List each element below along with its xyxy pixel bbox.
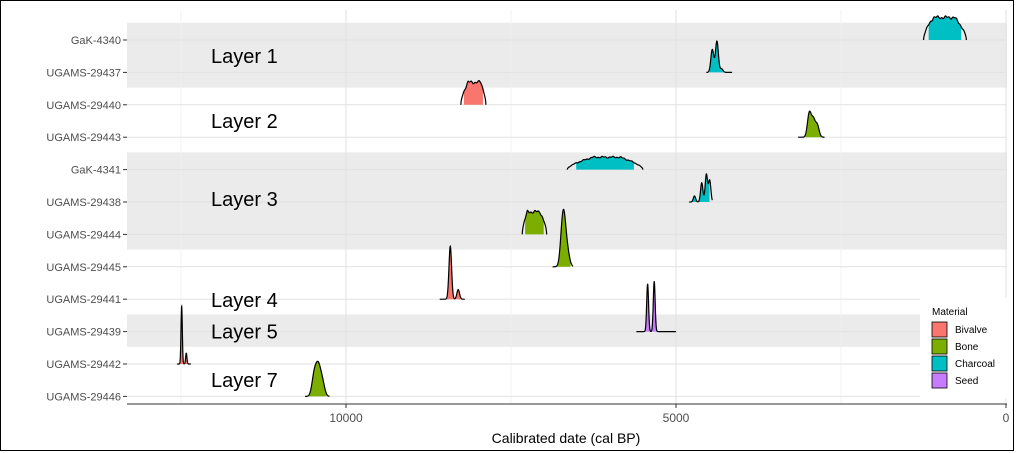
x-tick-label: 5000 [663,411,690,425]
distribution-outline [521,209,548,235]
distribution-ugams-29445 [552,208,574,268]
legend-label: Bivalve [955,325,988,336]
distribution-fill [555,209,571,267]
layer-label: Layer 4 [211,290,278,312]
distribution-fill [801,111,822,138]
distributions [177,15,967,397]
layer-label: Layer 5 [211,322,278,344]
distribution-outline [439,244,465,300]
legend-title: Material [932,307,968,318]
legend-label: Bone [955,342,979,353]
distribution-outline [305,360,330,397]
layer-label: Layer 1 [211,46,278,68]
y-tick-label: GaK-4341 [71,165,121,177]
y-tick-label: GaK-4340 [71,35,121,47]
distribution-outline [552,208,574,268]
distribution-ugams-29442 [177,304,191,365]
distribution-ugams-29441 [439,244,465,300]
distribution-outline [460,79,487,105]
distribution-ugams-29440 [460,79,487,105]
distribution-outline [922,15,967,41]
distribution-outline [566,155,644,170]
distribution-outline [689,173,713,203]
x-axis-title: Calibrated date (cal BP) [492,430,641,446]
legend-swatch [931,321,948,338]
y-tick-label: UGAMS-29439 [46,327,121,339]
legend-swatch [931,338,948,355]
distribution-ugams-29446 [305,360,330,397]
distribution-ugams-29438 [689,173,713,203]
distribution-outline [798,110,825,138]
y-tick-label: UGAMS-29443 [46,132,121,144]
x-tick-label: 10000 [329,411,363,425]
legend-label: Charcoal [955,359,995,370]
y-tick-label: UGAMS-29437 [46,67,121,79]
distribution-fill [525,210,544,235]
layer-label: Layer 3 [211,189,278,211]
y-axis: GaK-4340 UGAMS-29437 UGAMS-29440 UGAMS-2944… [46,35,127,403]
y-tick-label: UGAMS-29444 [46,229,121,241]
legend-swatch [931,355,948,372]
distribution-outline [636,281,676,333]
layer-band [127,22,1007,88]
legend-label: Seed [955,376,978,387]
distribution-fill [691,173,710,202]
distribution-fill [576,156,634,170]
distribution-outline [177,304,191,365]
y-tick-label: UGAMS-29438 [46,197,121,209]
distribution-ugams-29444 [521,209,548,235]
y-tick-label: UGAMS-29442 [46,359,121,371]
distribution-fill [463,80,483,105]
y-tick-label: UGAMS-29440 [46,100,121,112]
layer-label: Layer 2 [211,111,278,133]
layer-band [127,314,1007,347]
layer-label: Layer 7 [211,370,278,392]
legend-swatch [931,372,948,389]
distribution-ugams-29443 [798,110,825,138]
distribution-ugams-29437 [706,40,733,73]
distribution-gak-4340 [922,15,967,41]
distribution-ugams-29439 [636,281,676,333]
y-tick-label: UGAMS-29445 [46,262,121,274]
legend: Material Bivalve Bone Charcoal Seed [920,298,1010,398]
layer-labels: Layer 1 Layer 2 Layer 3 Layer 4 Layer 5 Layer… [211,46,278,392]
distribution-fill [308,361,327,397]
distribution-outline [706,40,733,73]
distribution-fill [709,41,730,73]
distribution-fill [928,15,962,40]
x-axis: 10000 5000 0 [127,403,1010,425]
x-tick-label: 0 [1003,411,1010,425]
distribution-gak-4341 [566,155,644,170]
y-tick-label: UGAMS-29446 [46,391,121,403]
y-tick-label: UGAMS-29441 [46,294,121,306]
